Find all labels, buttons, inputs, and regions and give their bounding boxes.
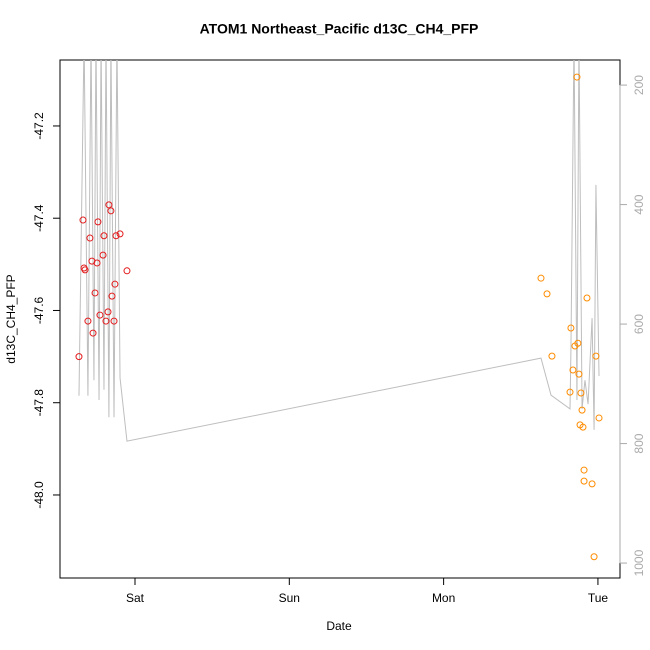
point	[123, 267, 131, 275]
point	[75, 353, 83, 361]
point	[116, 230, 124, 238]
x-axis-label: Date	[326, 619, 352, 633]
point	[580, 466, 588, 474]
point	[580, 477, 588, 485]
point	[567, 324, 575, 332]
x-tick-label: Sat	[126, 591, 145, 605]
y-tick-label: -47.2	[32, 112, 46, 140]
point	[112, 232, 120, 240]
point	[566, 388, 574, 396]
point	[81, 266, 89, 274]
x-tick-label: Sun	[279, 591, 300, 605]
point	[89, 329, 97, 337]
point	[105, 201, 113, 209]
point	[569, 366, 577, 374]
point	[578, 406, 586, 414]
point	[543, 290, 551, 298]
altitude-line	[78, 60, 600, 442]
point	[96, 311, 104, 319]
point	[573, 73, 581, 81]
x-tick-label: Mon	[432, 591, 455, 605]
point	[537, 274, 545, 282]
point	[590, 553, 598, 561]
point	[84, 317, 92, 325]
y2-tick-label: 800	[632, 433, 646, 453]
y-axis-label: d13C_CH4_PFP	[4, 274, 18, 363]
point	[577, 389, 585, 397]
y2-tick-label: 400	[632, 194, 646, 214]
point	[91, 289, 99, 297]
y2-tick-label: 1000	[632, 549, 646, 576]
point	[102, 317, 110, 325]
point	[588, 480, 596, 488]
plot-box	[59, 59, 621, 579]
point	[79, 216, 87, 224]
point	[93, 259, 101, 267]
point	[108, 292, 116, 300]
point	[595, 414, 603, 422]
point	[575, 370, 583, 378]
point	[111, 280, 119, 288]
point	[99, 251, 107, 259]
y2-tick-label: 600	[632, 314, 646, 334]
point	[592, 352, 600, 360]
y-tick-label: -47.8	[32, 389, 46, 417]
point	[94, 218, 102, 226]
point	[583, 294, 591, 302]
point	[100, 232, 108, 240]
y2-tick-label: 200	[632, 75, 646, 95]
point	[104, 308, 112, 316]
point	[548, 352, 556, 360]
x-tick-label: Tue	[588, 591, 609, 605]
point	[579, 423, 587, 431]
y-tick-label: -47.6	[32, 296, 46, 324]
chart-title: ATOM1 Northeast_Pacific d13C_CH4_PFP	[200, 21, 479, 37]
point	[107, 207, 115, 215]
point	[110, 317, 118, 325]
point	[86, 234, 94, 242]
plot-area	[75, 60, 603, 561]
y-tick-label: -47.4	[32, 204, 46, 232]
point	[574, 339, 582, 347]
y-tick-label: -48.0	[32, 481, 46, 509]
